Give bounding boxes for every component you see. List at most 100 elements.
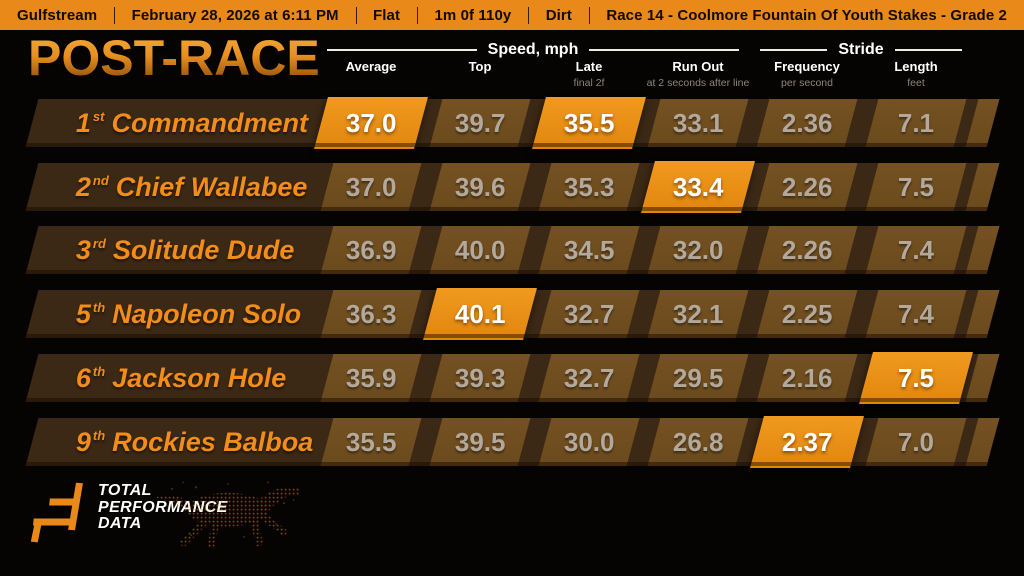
stat-value: 2.36 [781, 107, 833, 138]
row-tail-segment [965, 162, 1000, 211]
stat-cell-highlighted: 2.37 [750, 415, 864, 468]
stat-value: 32.1 [672, 298, 724, 329]
stat-value: 30.0 [563, 426, 615, 456]
column-sublabel: feet [907, 77, 925, 89]
stat-cell: 30.0 [538, 417, 640, 466]
stat-value: 40.1 [454, 298, 506, 329]
column-label: Run Out [672, 59, 724, 74]
stat-cell: 7.5 [865, 162, 967, 211]
stat-cell: 39.7 [429, 99, 531, 147]
stat-cell: 34.5 [538, 226, 640, 275]
stat-cell-highlighted: 40.1 [423, 288, 537, 341]
stat-value: 7.4 [897, 298, 935, 329]
stat-cell-highlighted: 7.5 [859, 351, 973, 404]
stat-value: 39.7 [454, 107, 506, 138]
stat-value: 29.5 [672, 362, 724, 393]
stat-cell: 2.26 [756, 226, 858, 275]
stat-cell: 2.26 [756, 162, 858, 211]
stat-value: 35.5 [345, 426, 397, 456]
column-label: Average [345, 59, 397, 74]
stat-cell: 32.1 [647, 290, 749, 339]
stat-value: 39.5 [454, 426, 506, 456]
page-title: POST-RACE [28, 30, 320, 86]
stat-cell: 40.0 [429, 226, 531, 275]
stat-value: 36.3 [345, 298, 397, 329]
column-label: Length [894, 59, 938, 74]
info-bar-item: Dirt [545, 6, 572, 24]
info-bar-item: Flat [373, 6, 401, 24]
row-tail-segment [965, 417, 1000, 466]
stat-value: 2.37 [781, 426, 833, 456]
stride-group-header: Stride [760, 41, 962, 59]
logo-line: DATA [98, 515, 142, 533]
stat-value: 7.1 [897, 107, 935, 138]
stat-value: 2.26 [781, 234, 833, 265]
stat-value: 32.7 [563, 298, 615, 329]
stat-cell: 35.3 [538, 162, 640, 211]
stat-cell: 7.4 [865, 226, 967, 275]
stat-cell-highlighted: 33.4 [641, 160, 755, 213]
stat-cell: 7.1 [865, 99, 967, 147]
stat-cell: 39.5 [429, 417, 531, 466]
stride-group-label: Stride [838, 41, 884, 58]
stat-cell: 37.0 [320, 162, 422, 211]
row-tail-segment [965, 353, 1000, 402]
column-label: Late [575, 59, 603, 74]
stat-value: 35.9 [345, 362, 397, 393]
stat-value: 36.9 [345, 234, 397, 265]
stat-cell: 2.16 [756, 353, 858, 402]
stat-cell: 39.3 [429, 353, 531, 402]
column-sublabel: per second [781, 77, 833, 89]
stat-cell: 36.9 [320, 226, 422, 275]
stat-cell: 35.5 [320, 417, 422, 466]
stat-cell: 2.36 [756, 99, 858, 147]
stat-value: 26.8 [672, 426, 724, 456]
particle-horse-illustration [154, 481, 301, 549]
info-bar-item: February 28, 2026 at 6:11 PM [131, 6, 339, 24]
stat-cell: 32.7 [538, 353, 640, 402]
speed-group-label: Speed, mph [487, 41, 579, 58]
tpd-monogram-icon [30, 482, 83, 543]
stat-value: 7.4 [897, 234, 935, 265]
column-sublabel: at 2 seconds after line [646, 77, 750, 89]
column-sublabel: final 2f [573, 77, 605, 89]
column-label: Top [468, 59, 492, 74]
stat-value: 39.3 [454, 362, 506, 393]
info-bar-item: Gulfstream [17, 6, 98, 24]
stat-value: 33.4 [672, 171, 724, 202]
stat-value: 2.26 [781, 171, 833, 202]
stat-cell-highlighted: 37.0 [314, 97, 428, 149]
row-tail-segment [965, 226, 1000, 275]
stat-value: 34.5 [563, 234, 615, 265]
stat-value: 39.6 [454, 171, 506, 202]
stat-cell: 7.4 [865, 290, 967, 339]
stat-cell: 39.6 [429, 162, 531, 211]
stat-cell: 33.1 [647, 99, 749, 147]
stat-value: 7.5 [897, 362, 935, 393]
row-tail-segment [965, 99, 1000, 147]
info-bar-item: 1m 0f 110y [434, 6, 512, 24]
race-info-bar: Gulfstream February 28, 2026 at 6:11 PM Fl… [0, 0, 1024, 30]
stat-cell: 7.0 [865, 417, 967, 466]
stat-value: 2.16 [781, 362, 833, 393]
stat-cell: 2.25 [756, 290, 858, 339]
stat-value: 2.25 [781, 298, 833, 329]
stat-value: 7.0 [897, 426, 935, 456]
stat-value: 40.0 [454, 234, 506, 265]
column-label: Frequency [774, 59, 840, 74]
stat-value: 32.0 [672, 234, 724, 265]
